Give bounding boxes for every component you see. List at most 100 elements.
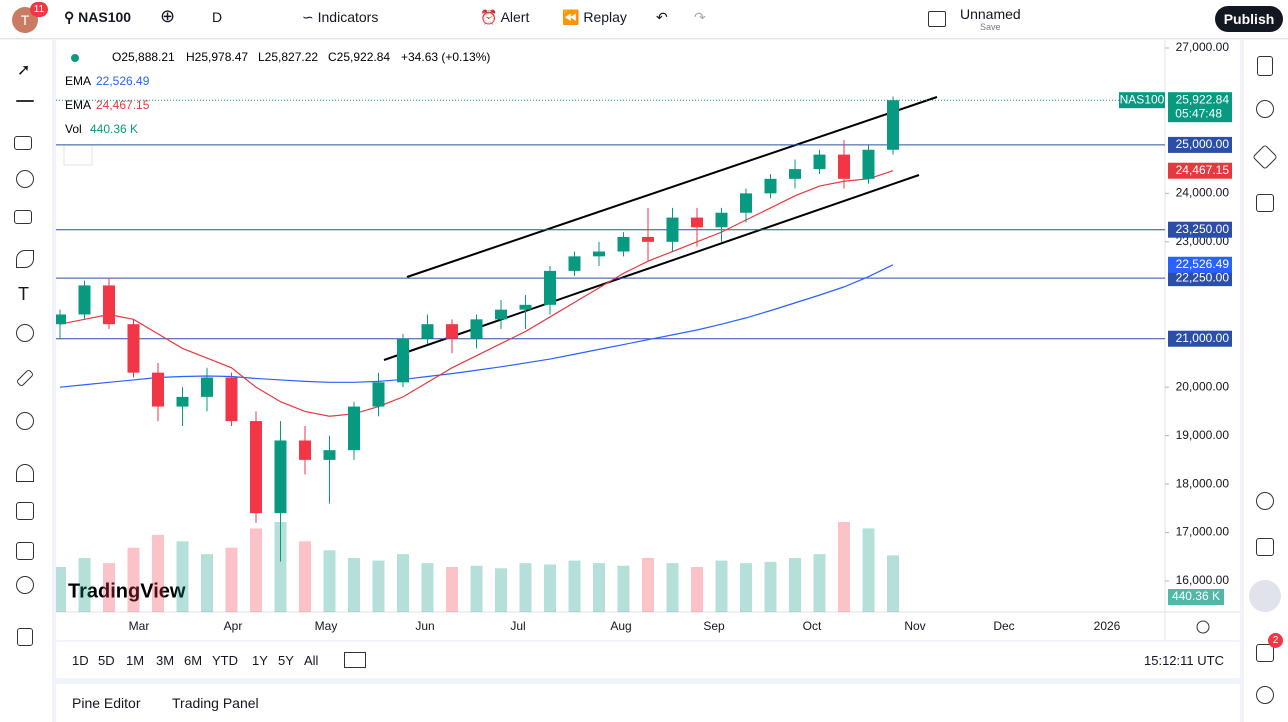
range-button[interactable]: 1Y	[252, 653, 268, 668]
y-tick-label: 18,000.00	[1176, 476, 1230, 490]
range-button[interactable]: 3M	[156, 653, 175, 668]
save[interactable]: Save	[980, 22, 1001, 32]
range-button[interactable]: YTD	[212, 653, 238, 668]
volume-bar	[495, 568, 507, 612]
indicators-button[interactable]: ∽ Indicators	[302, 9, 379, 25]
legend-ema: EMA	[65, 74, 91, 88]
pattern-tool[interactable]	[16, 170, 34, 188]
line-tool[interactable]	[16, 100, 34, 102]
candle-body	[862, 149, 875, 179]
brush-tool[interactable]	[16, 250, 34, 268]
x-tick-label: May	[315, 619, 338, 633]
range-button[interactable]: 1M	[126, 653, 145, 668]
volume-bar	[519, 563, 532, 612]
delete-tool[interactable]	[17, 628, 33, 646]
redo[interactable]: ↷	[694, 9, 706, 25]
layers[interactable]	[1252, 144, 1278, 170]
legend-low: L25,827.22	[258, 50, 318, 64]
range-button[interactable]: 6M	[184, 653, 203, 668]
magnet-tool[interactable]	[16, 464, 34, 482]
symbol-tag-bg	[1119, 92, 1165, 109]
candle-body	[593, 251, 605, 257]
y-tick-label: 20,000.00	[1176, 379, 1230, 393]
collapse-legend[interactable]	[63, 144, 93, 166]
candle-body	[495, 309, 507, 320]
publish-button[interactable]: Publish	[1215, 6, 1283, 32]
replay-button[interactable]: ⏪ Replay	[562, 9, 627, 25]
lock-tool[interactable]	[16, 542, 34, 560]
range-button[interactable]: All	[304, 653, 319, 668]
alert-button[interactable]: ⏰ Alert	[480, 9, 530, 25]
calendar[interactable]	[1256, 538, 1274, 556]
level-label-bg	[1168, 136, 1232, 153]
trend-line[interactable]	[383, 174, 920, 361]
volume-bar	[56, 567, 66, 612]
volume-bar	[813, 554, 826, 612]
legend-ema: EMA	[65, 98, 91, 112]
alerts[interactable]	[1256, 100, 1274, 118]
volume-bar	[568, 560, 581, 612]
clock: 15:12:11 UTC	[1144, 653, 1224, 668]
layout-name[interactable]: Unnamed	[960, 6, 1021, 22]
volume-bar	[127, 547, 140, 612]
x-tick-label: Jun	[415, 619, 434, 633]
pine-editor-tab[interactable]: Pine Editor	[72, 695, 141, 711]
ruler-tool[interactable]	[15, 368, 35, 388]
volume-bar	[78, 558, 91, 612]
candle-body	[470, 319, 483, 339]
price-label-bg	[1168, 92, 1232, 123]
help[interactable]	[1256, 686, 1274, 704]
layout-icon[interactable]	[928, 11, 946, 27]
legend-vol: Vol	[65, 122, 82, 136]
chat[interactable]	[1256, 194, 1274, 212]
zoom-tool[interactable]	[16, 412, 34, 430]
chart: O25,888.21 H25,978.47 L25,827.22 C25,922…	[56, 40, 1240, 640]
add-symbol[interactable]: ⊕	[160, 6, 176, 26]
text-tool[interactable]: T	[18, 284, 29, 304]
legend-change: +34.63 (+0.13%)	[401, 50, 490, 64]
forecast-tool[interactable]	[14, 210, 32, 224]
range-button[interactable]: 5Y	[278, 653, 294, 668]
level-label: 22,250.00	[1176, 270, 1230, 284]
ema-label: 22,526.49	[1176, 257, 1230, 271]
signals[interactable]	[1256, 644, 1274, 662]
range-button[interactable]: 5D	[98, 653, 115, 668]
trading-panel-tab[interactable]: Trading Panel	[172, 695, 259, 711]
date-range[interactable]	[344, 652, 366, 668]
volume-bar	[862, 528, 875, 612]
side-panel: 2	[1244, 40, 1288, 722]
y-tick-label: 19,000.00	[1176, 428, 1230, 442]
trend-line[interactable]	[406, 96, 938, 278]
apps[interactable]	[1249, 580, 1281, 612]
fib-tool[interactable]	[14, 136, 32, 150]
candle-body	[250, 421, 262, 514]
volume-bar	[666, 563, 679, 612]
watchlist[interactable]	[1257, 56, 1273, 76]
volume-bar	[225, 547, 238, 612]
volume-bar	[544, 564, 556, 612]
candle-body	[715, 212, 728, 228]
interval[interactable]: D	[212, 9, 223, 25]
candle-body	[519, 304, 532, 310]
cursor-tool[interactable]: ➚	[17, 62, 31, 79]
status-dot	[71, 54, 79, 62]
x-tick-label: Dec	[993, 619, 1014, 633]
undo[interactable]: ↶	[656, 9, 668, 25]
range-button[interactable]: 1D	[72, 653, 89, 668]
x-tick-label: Mar	[129, 619, 150, 633]
x-tick-label: Oct	[803, 619, 822, 633]
level-label: 21,000.00	[1176, 331, 1230, 345]
volume-bar	[372, 560, 385, 612]
symbol-tag: NAS100	[1120, 92, 1165, 106]
legend-ema-value: 22,526.49	[96, 74, 150, 88]
visibility-tool[interactable]	[16, 576, 34, 594]
replay: Replay	[583, 9, 627, 25]
emoji-tool[interactable]	[16, 324, 34, 342]
settings[interactable]	[1196, 620, 1210, 634]
target[interactable]	[1256, 492, 1274, 510]
symbol-search[interactable]: ⚲ NAS100	[64, 9, 132, 25]
draw-mode-tool[interactable]	[16, 502, 34, 520]
candle-body	[225, 377, 238, 422]
volume-bar	[103, 563, 115, 612]
